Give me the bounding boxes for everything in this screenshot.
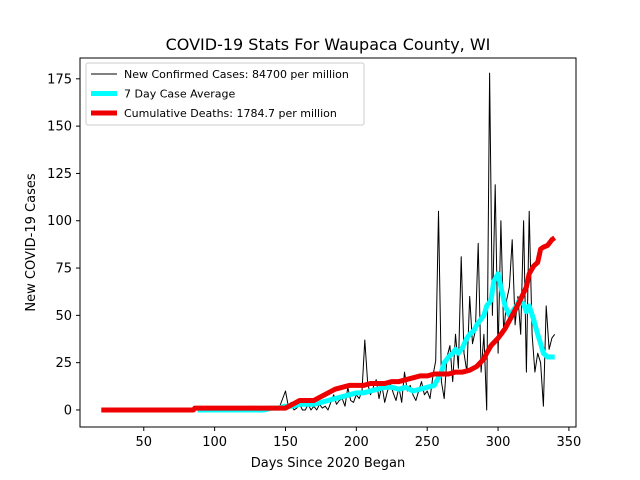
- y-tick-label: 0: [64, 403, 72, 418]
- legend-label-2: Cumulative Deaths: 1784.7 per million: [124, 107, 337, 120]
- y-tick-label: 75: [55, 262, 72, 277]
- y-axis: 0 25 50 75 100 125 150 175: [47, 72, 80, 418]
- legend: New Confirmed Cases: 84700 per million 7 …: [85, 62, 365, 126]
- x-tick-label: 200: [344, 435, 369, 450]
- x-tick-label: 150: [273, 435, 298, 450]
- y-tick-label: 50: [55, 309, 72, 324]
- y-tick-label: 25: [55, 356, 72, 371]
- y-tick-label: 150: [47, 120, 72, 135]
- legend-label-0: New Confirmed Cases: 84700 per million: [124, 68, 349, 81]
- x-tick-label: 250: [415, 435, 440, 450]
- x-axis-label: Days Since 2020 Began: [251, 456, 406, 471]
- y-tick-label: 125: [47, 167, 72, 182]
- plot-frame: [79, 57, 577, 428]
- y-tick-label: 175: [47, 72, 72, 87]
- legend-label-1: 7 Day Case Average: [124, 88, 236, 101]
- y-tick-label: 100: [47, 214, 72, 229]
- x-tick-label: 50: [135, 435, 152, 450]
- x-tick-label: 100: [202, 435, 227, 450]
- series-line-2: [101, 235, 557, 413]
- chart-title: COVID-19 Stats For Waupaca County, WI: [166, 35, 491, 54]
- x-tick-label: 300: [486, 435, 511, 450]
- x-tick-label: 350: [557, 435, 582, 450]
- y-axis-label: New COVID-19 Cases: [24, 173, 39, 311]
- series-layer: [101, 72, 557, 413]
- legend-box: [85, 62, 365, 126]
- x-axis: 50 100 150 200 250 300 350: [135, 427, 581, 450]
